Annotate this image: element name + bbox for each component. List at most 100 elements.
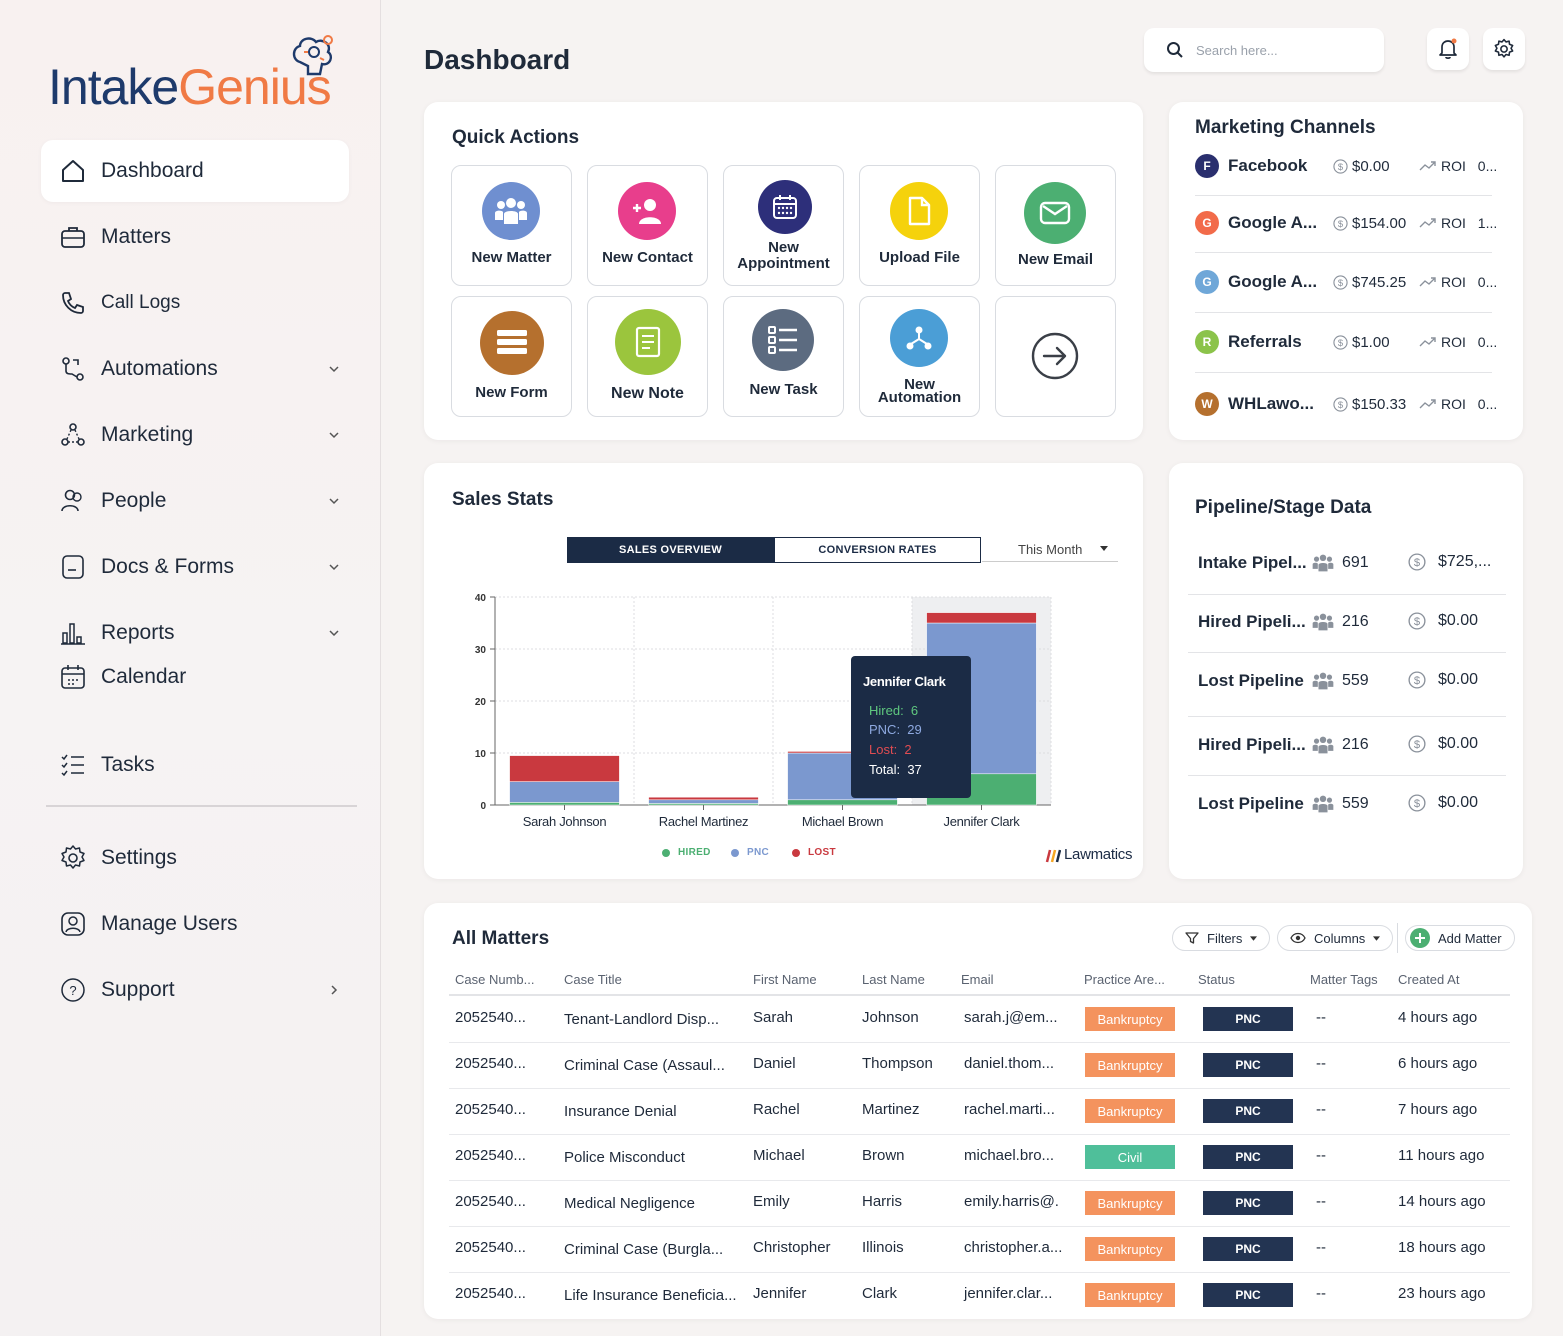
sidebar-item-matters[interactable]: Matters — [41, 206, 349, 268]
team-icon — [1312, 736, 1334, 754]
sidebar-item-label: Marketing — [101, 423, 194, 446]
channel-row[interactable]: F Facebook $ $0.00 ROI 0... — [1195, 137, 1497, 195]
status-badge[interactable]: PNC — [1203, 1007, 1293, 1031]
legend-lost[interactable]: LOST — [792, 847, 836, 858]
col-practice-area[interactable]: Practice Are... — [1084, 972, 1165, 987]
settings-button[interactable] — [1483, 28, 1525, 70]
sidebar-item-marketing[interactable]: Marketing — [41, 404, 349, 466]
status-badge[interactable]: PNC — [1203, 1237, 1293, 1261]
caret-down-icon — [1100, 546, 1108, 551]
cell-email: christopher.a... — [964, 1239, 1063, 1256]
legend-hired[interactable]: HIRED — [662, 847, 711, 858]
new-matter-button[interactable]: New Matter — [451, 165, 572, 286]
cell-case-title[interactable]: Life Insurance Beneficia... — [564, 1287, 737, 1304]
new-email-button[interactable]: New Email — [995, 165, 1116, 286]
col-case-title[interactable]: Case Title — [564, 972, 622, 987]
sidebar-item-calendar[interactable]: Calendar — [41, 646, 349, 708]
channel-name: WHLawo... — [1228, 394, 1314, 413]
pipeline-row[interactable]: Hired Pipeli... 216 $ $0.00 — [1188, 717, 1506, 775]
sidebar-item-label: People — [101, 489, 167, 512]
tooltip-pnc: PNC: 29 — [869, 722, 922, 737]
brand-logo[interactable]: IntakeGenius — [48, 32, 348, 122]
col-created-at[interactable]: Created At — [1398, 972, 1460, 987]
status-badge[interactable]: PNC — [1203, 1145, 1293, 1169]
status-badge[interactable]: PNC — [1203, 1099, 1293, 1123]
cell-case-title[interactable]: Criminal Case (Assaul... — [564, 1057, 725, 1074]
sidebar-item-docs-forms[interactable]: Docs & Forms — [41, 536, 349, 598]
sidebar-item-settings[interactable]: Settings — [41, 827, 349, 889]
filters-button[interactable]: Filters — [1172, 925, 1271, 951]
new-appointment-button[interactable]: New Appointment — [723, 165, 844, 286]
sidebar-item-call-logs[interactable]: Call Logs — [41, 272, 349, 334]
y-tick-label: 20 — [475, 697, 487, 708]
cell-first-name: Michael — [753, 1147, 805, 1164]
cell-case-title[interactable]: Insurance Denial — [564, 1103, 677, 1120]
phone-icon — [59, 289, 87, 317]
cell-case-title[interactable]: Police Misconduct — [564, 1149, 685, 1166]
sidebar-item-manage-users[interactable]: Manage Users — [41, 893, 349, 955]
col-matter-tags[interactable]: Matter Tags — [1310, 972, 1378, 987]
pipeline-count: 559 — [1312, 794, 1369, 814]
sidebar-item-automations[interactable]: Automations — [41, 338, 349, 400]
new-automation-button[interactable]: New Automation — [859, 296, 980, 417]
channel-divider — [1195, 372, 1492, 373]
period-select[interactable]: This Month — [982, 537, 1118, 562]
add-matter-button[interactable]: Add Matter — [1405, 925, 1515, 951]
cell-first-name: Christopher — [753, 1239, 831, 1256]
channel-amount: $ $150.33 — [1333, 396, 1406, 413]
tab-sales-overview[interactable]: SALES OVERVIEW — [567, 537, 774, 563]
svg-text:$: $ — [1338, 218, 1344, 228]
channel-row[interactable]: W WHLawo... $ $150.33 ROI 0... — [1195, 375, 1497, 433]
pipeline-count: 559 — [1312, 671, 1369, 691]
more-actions-button[interactable] — [995, 296, 1116, 417]
pipeline-count: 216 — [1312, 612, 1369, 632]
pipeline-amount: $ $0.00 — [1408, 735, 1478, 753]
cell-case-title[interactable]: Criminal Case (Burgla... — [564, 1241, 724, 1258]
channel-row[interactable]: G Google A... $ $745.25 ROI 0... — [1195, 253, 1497, 311]
cell-case-number: 2052540... — [455, 1285, 526, 1302]
search-placeholder: Search here... — [1196, 42, 1278, 58]
sidebar-item-tasks[interactable]: Tasks — [41, 734, 349, 796]
x-tick-label: Sarah Johnson — [523, 814, 607, 829]
cell-last-name: Harris — [862, 1193, 902, 1210]
tab-conversion-rates[interactable]: CONVERSION RATES — [774, 537, 981, 563]
new-contact-button[interactable]: New Contact — [587, 165, 708, 286]
sidebar-item-dashboard[interactable]: Dashboard — [41, 140, 349, 202]
cell-created-at: 7 hours ago — [1398, 1101, 1478, 1118]
search-input[interactable]: Search here... — [1144, 28, 1384, 72]
checklist-icon — [752, 309, 814, 371]
pipeline-row[interactable]: Intake Pipel... 691 $ $725,... — [1188, 535, 1506, 593]
columns-button[interactable]: Columns — [1277, 925, 1394, 951]
col-status[interactable]: Status — [1198, 972, 1235, 987]
cell-case-title[interactable]: Medical Negligence — [564, 1195, 695, 1212]
status-badge[interactable]: PNC — [1203, 1283, 1293, 1307]
sidebar-item-reports[interactable]: Reports — [41, 602, 349, 664]
col-email[interactable]: Email — [961, 972, 994, 987]
status-badge[interactable]: PNC — [1203, 1191, 1293, 1215]
cell-last-name: Thompson — [862, 1055, 933, 1072]
y-tick-label: 10 — [475, 749, 487, 760]
status-badge[interactable]: PNC — [1203, 1053, 1293, 1077]
channel-row[interactable]: R Referrals $ $1.00 ROI 0... — [1195, 313, 1497, 371]
dollar-circle-icon: $ — [1333, 215, 1348, 231]
notifications-button[interactable] — [1427, 28, 1469, 70]
new-task-button[interactable]: New Task — [723, 296, 844, 417]
cell-created-at: 23 hours ago — [1398, 1285, 1486, 1302]
col-last-name[interactable]: Last Name — [862, 972, 925, 987]
cell-case-title[interactable]: Tenant-Landlord Disp... — [564, 1011, 720, 1028]
cell-last-name: Clark — [862, 1285, 898, 1302]
new-note-button[interactable]: New Note — [587, 296, 708, 417]
pipeline-row[interactable]: Lost Pipeline 559 $ $0.00 — [1188, 776, 1506, 834]
pipeline-row[interactable]: Lost Pipeline 559 $ $0.00 — [1188, 653, 1506, 711]
col-case-number[interactable]: Case Numb... — [455, 972, 535, 987]
legend-pnc[interactable]: PNC — [731, 847, 769, 858]
upload-file-button[interactable]: Upload File — [859, 165, 980, 286]
sidebar-item-people[interactable]: People — [41, 470, 349, 532]
channel-row[interactable]: G Google A... $ $154.00 ROI 1... — [1195, 194, 1497, 252]
new-form-button[interactable]: New Form — [451, 296, 572, 417]
col-first-name[interactable]: First Name — [753, 972, 817, 987]
trend-up-icon — [1419, 277, 1436, 287]
pipeline-row[interactable]: Hired Pipeli... 216 $ $0.00 — [1188, 594, 1506, 652]
tile-label-line1: New — [768, 239, 799, 256]
sidebar-item-support[interactable]: ? Support — [41, 959, 349, 1021]
